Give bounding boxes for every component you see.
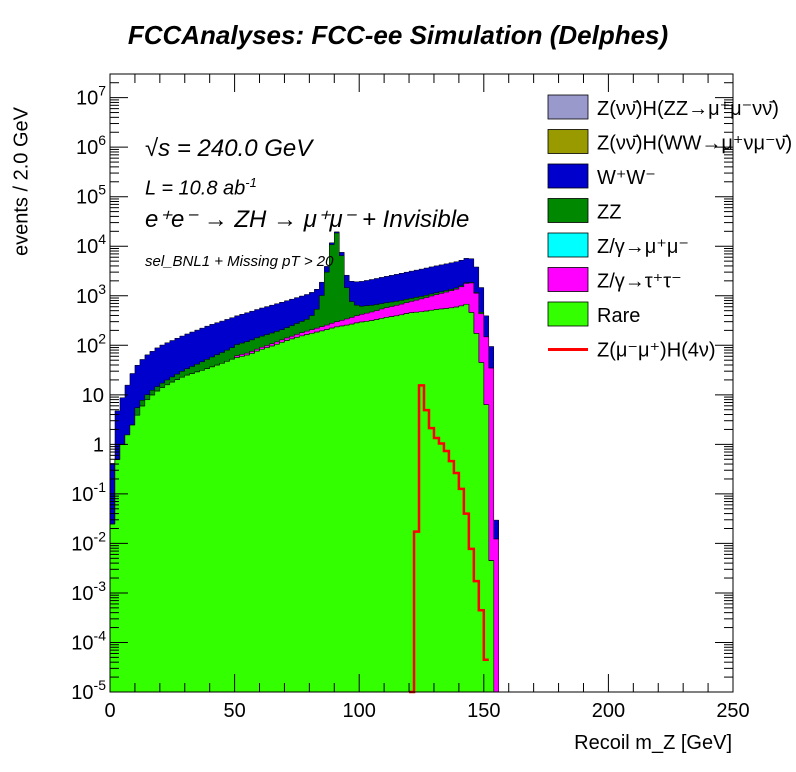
x-tick-label: 100 — [343, 700, 376, 722]
legend-label-ztautau: Z/γ→τ⁺τ⁻ — [597, 271, 682, 293]
y-tick-label: 10 — [82, 385, 104, 407]
y-axis: 10710610510410310210110-110-210-310-410-… — [71, 73, 733, 704]
y-tick-label: 10-4 — [71, 627, 106, 654]
y-tick-label: 10-1 — [71, 479, 106, 506]
annotation-lumi-exp: -1 — [245, 175, 257, 190]
legend-label-zmumu: Z/γ→μ⁺μ⁻ — [597, 236, 689, 258]
legend-swatch-ztautau — [547, 267, 589, 292]
y-tick-label: 1 — [93, 434, 104, 456]
legend-label-signal: Z(μ⁻μ⁺)H(4ν) — [597, 340, 716, 362]
legend-swatch-hzz — [547, 94, 589, 120]
chart-title: FCCAnalyses: FCC-ee Simulation (Delphes) — [127, 20, 669, 50]
y-tick-label: 10-3 — [71, 578, 106, 605]
legend-swatch-zmumu — [547, 232, 589, 258]
annotation-lumi: L = 10.8 ab-1 — [145, 175, 257, 201]
legend-swatch-hww — [547, 129, 589, 154]
y-tick-label: 107 — [76, 83, 106, 110]
signal-line — [409, 384, 489, 694]
x-tick-label: 200 — [592, 700, 625, 722]
legend-label-rare: Rare — [597, 305, 640, 327]
legend-swatch-rare — [547, 301, 589, 327]
legend-swatch-ww — [547, 163, 589, 189]
y-tick-label: 102 — [76, 330, 106, 357]
x-tick-label: 150 — [467, 700, 500, 722]
y-tick-label: 104 — [76, 231, 106, 258]
legend: Z(νν̄)H(ZZ→μ⁺μ⁻νν̄) Z(νν̄)H(WW→μ⁺νμ⁻ν̄) W⁺… — [547, 94, 792, 362]
y-tick-label: 103 — [76, 281, 106, 308]
legend-swatch-zz — [547, 198, 589, 223]
annotation-selection: sel_BNL1 + Missing pT > 20 — [145, 253, 334, 270]
x-tick-label: 0 — [104, 700, 115, 722]
x-axis: 0 50 100 150 200 250 — [104, 74, 750, 722]
plot-frame — [109, 73, 734, 693]
annotation-sqrt-s: √s = 240.0 GeV — [145, 135, 313, 162]
x-axis-label: Recoil m_Z [GeV] — [574, 732, 732, 754]
stacked-areas — [109, 231, 733, 693]
y-tick-label: 105 — [76, 182, 106, 209]
x-tick-label: 250 — [716, 700, 749, 722]
legend-label-zz: ZZ — [597, 202, 621, 224]
annotation-lumi-text: L = 10.8 ab — [145, 177, 246, 200]
y-tick-label: 10-2 — [71, 528, 106, 555]
legend-label-ww: W⁺W⁻ — [597, 167, 656, 189]
y-axis-label: events / 2.0 GeV — [10, 107, 33, 256]
y-tick-label: 106 — [76, 132, 106, 159]
annotation-process: e⁺e⁻ → ZH → μ⁺μ⁻ + Invisible — [145, 206, 470, 233]
series-signal — [409, 384, 489, 694]
legend-label-hww: Z(νν̄)H(WW→μ⁺νμ⁻ν̄) — [597, 133, 792, 155]
legend-label-hzz: Z(νν̄)H(ZZ→μ⁺μ⁻νν̄) — [597, 98, 779, 120]
x-tick-label: 50 — [223, 700, 245, 722]
y-tick-label: 10-5 — [71, 677, 106, 704]
